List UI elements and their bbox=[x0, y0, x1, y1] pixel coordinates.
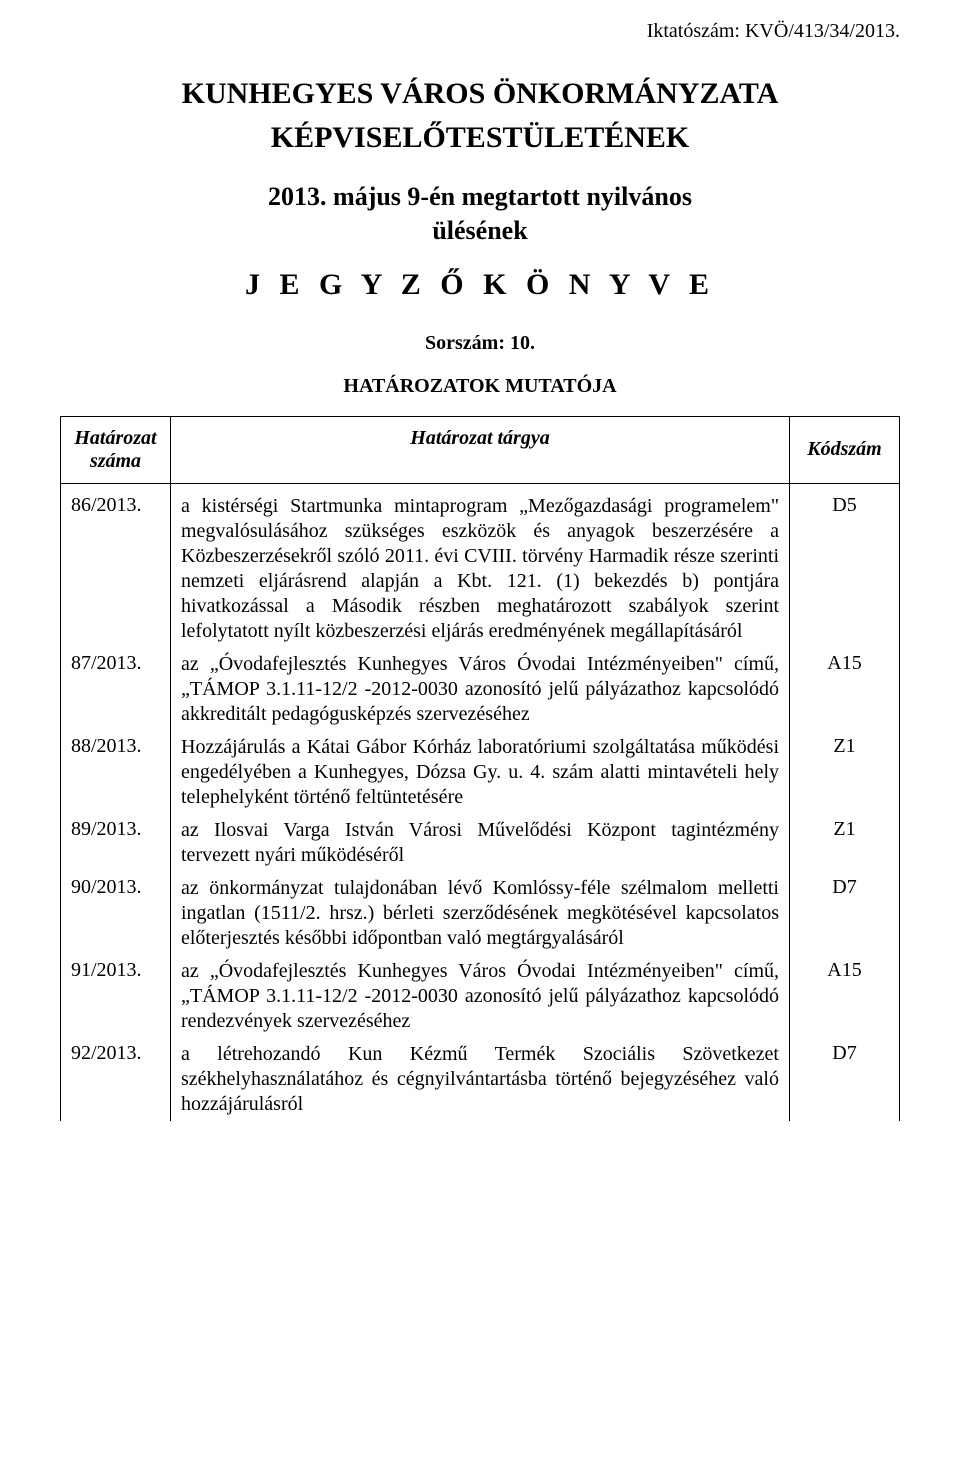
table-row: 90/2013. az önkormányzat tulajdonában lé… bbox=[61, 872, 900, 955]
col-header-number-l2: száma bbox=[90, 450, 141, 472]
col-header-number: Határozat száma bbox=[61, 416, 171, 483]
serial-number: Sorszám: 10. bbox=[60, 332, 900, 355]
cell-number: 92/2013. bbox=[61, 1038, 171, 1121]
title-block: KUNHEGYES VÁROS ÖNKORMÁNYZATA KÉPVISELŐT… bbox=[60, 73, 900, 155]
table-row: 86/2013. a kistérségi Startmunka mintapr… bbox=[61, 483, 900, 648]
table-row: 88/2013. Hozzájárulás a Kátai Gábor Kórh… bbox=[61, 731, 900, 814]
col-header-code: Kódszám bbox=[790, 416, 900, 483]
cell-number: 90/2013. bbox=[61, 872, 171, 955]
cell-code: A15 bbox=[790, 955, 900, 1038]
title-line-1: KUNHEGYES VÁROS ÖNKORMÁNYZATA bbox=[60, 73, 900, 115]
filing-number: Iktatószám: KVÖ/413/34/2013. bbox=[60, 20, 900, 43]
cell-subject: az önkormányzat tulajdonában lévő Komlós… bbox=[171, 872, 790, 955]
table-header-row: Határozat száma Határozat tárgya Kódszám bbox=[61, 416, 900, 483]
minutes-title: J E G Y Z Ő K Ö N Y V E bbox=[60, 268, 900, 302]
cell-code: Z1 bbox=[790, 814, 900, 872]
table-row: 87/2013. az „Óvodafejlesztés Kunhegyes V… bbox=[61, 648, 900, 731]
cell-number: 91/2013. bbox=[61, 955, 171, 1038]
cell-number: 86/2013. bbox=[61, 483, 171, 648]
col-header-subject: Határozat tárgya bbox=[171, 416, 790, 483]
table-row: 91/2013. az „Óvodafejlesztés Kunhegyes V… bbox=[61, 955, 900, 1038]
cell-number: 88/2013. bbox=[61, 731, 171, 814]
cell-code: D7 bbox=[790, 872, 900, 955]
session-info: 2013. május 9-én megtartott nyilvános ül… bbox=[60, 180, 900, 248]
cell-code: Z1 bbox=[790, 731, 900, 814]
cell-code: D7 bbox=[790, 1038, 900, 1121]
cell-subject: a létrehozandó Kun Kézmű Termék Szociáli… bbox=[171, 1038, 790, 1121]
decisions-tbody: 86/2013. a kistérségi Startmunka mintapr… bbox=[61, 483, 900, 1121]
cell-code: A15 bbox=[790, 648, 900, 731]
table-row: 89/2013. az Ilosvai Varga István Városi … bbox=[61, 814, 900, 872]
cell-subject: Hozzájárulás a Kátai Gábor Kórház labora… bbox=[171, 731, 790, 814]
cell-code: D5 bbox=[790, 483, 900, 648]
cell-subject: az „Óvodafejlesztés Kunhegyes Város Óvod… bbox=[171, 648, 790, 731]
cell-number: 89/2013. bbox=[61, 814, 171, 872]
cell-subject: az „Óvodafejlesztés Kunhegyes Város Óvod… bbox=[171, 955, 790, 1038]
title-line-2: KÉPVISELŐTESTÜLETÉNEK bbox=[60, 121, 900, 155]
cell-number: 87/2013. bbox=[61, 648, 171, 731]
cell-subject: a kistérségi Startmunka mintaprogram „Me… bbox=[171, 483, 790, 648]
decisions-heading: HATÁROZATOK MUTATÓJA bbox=[60, 375, 900, 398]
table-row: 92/2013. a létrehozandó Kun Kézmű Termék… bbox=[61, 1038, 900, 1121]
session-line-1: 2013. május 9-én megtartott nyilvános bbox=[60, 180, 900, 214]
col-header-number-l1: Határozat bbox=[74, 427, 156, 449]
session-line-2: ülésének bbox=[60, 214, 900, 248]
cell-subject: az Ilosvai Varga István Városi Művelődés… bbox=[171, 814, 790, 872]
decisions-table: Határozat száma Határozat tárgya Kódszám… bbox=[60, 416, 900, 1121]
